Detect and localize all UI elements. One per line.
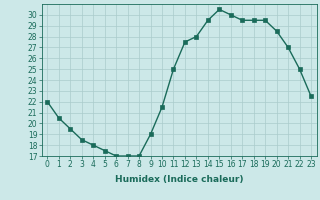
X-axis label: Humidex (Indice chaleur): Humidex (Indice chaleur) — [115, 175, 244, 184]
